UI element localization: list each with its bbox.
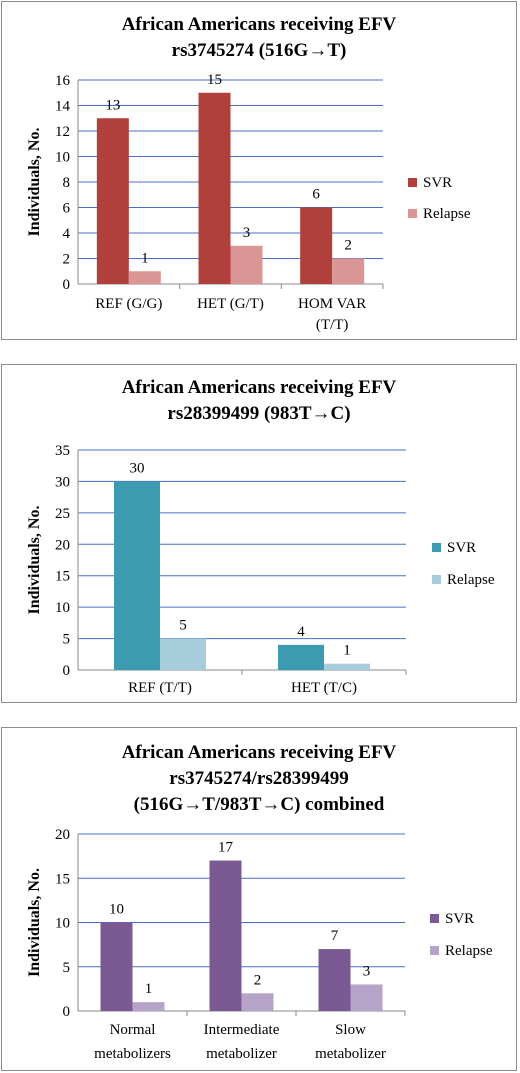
- chart-title-line: rs28399499 (983T→C): [167, 403, 350, 424]
- y-tick-label: 10: [55, 600, 70, 616]
- legend-label-svr: SVR: [445, 911, 474, 927]
- y-axis-label: Individuals, No.: [26, 128, 43, 237]
- bar-svr-normal-metabolizers: [100, 922, 133, 1011]
- x-category-label-ref-tt: REF (T/T): [128, 680, 192, 696]
- y-tick-label: 10: [55, 916, 70, 932]
- x-category-label-hom-var-tt: (T/T): [316, 317, 348, 333]
- data-label-svr-ref-gg: 13: [105, 97, 120, 113]
- x-category-label-het-tc: HET (T/C): [291, 680, 357, 696]
- x-category-label-normal-metabolizers: Normal: [110, 1022, 156, 1038]
- data-label-relapse-het-gt: 3: [243, 225, 251, 241]
- y-axis-label: Individuals, No.: [26, 506, 43, 615]
- data-label-svr-intermediate-metabolizer: 17: [218, 840, 234, 856]
- legend-swatch-relapse: [432, 575, 441, 584]
- legend-swatch-relapse: [408, 209, 417, 218]
- bar-svr-hom-var-tt: [300, 207, 333, 284]
- bar-svr-het-tc: [278, 644, 324, 670]
- y-tick-label: 15: [55, 871, 70, 887]
- data-label-svr-het-gt: 15: [207, 72, 222, 88]
- bar-relapse-intermediate-metabolizer: [241, 993, 274, 1011]
- legend-swatch-svr: [408, 178, 417, 187]
- bar-svr-het-gt: [198, 92, 231, 284]
- data-label-relapse-ref-tt: 5: [179, 618, 187, 634]
- y-tick-label: 6: [63, 201, 71, 217]
- data-label-relapse-ref-gg: 1: [141, 250, 149, 266]
- y-tick-label: 12: [55, 124, 70, 140]
- y-tick-label: 0: [63, 1004, 71, 1020]
- y-tick-label: 16: [55, 73, 71, 89]
- x-category-label-hom-var-tt: HOM VAR: [298, 296, 366, 312]
- chart-panel-rs28399499: African Americans receiving EFV rs2839949…: [1, 364, 517, 703]
- legend-label-relapse: Relapse: [447, 572, 495, 588]
- x-category-label-normal-metabolizers: metabolizers: [94, 1046, 171, 1062]
- bar-relapse-ref-gg: [128, 271, 161, 284]
- bar-svr-slow-metabolizer: [318, 949, 351, 1011]
- chart-title-line: rs3745274 (516G→T): [172, 40, 347, 61]
- bar-svr-ref-gg: [96, 118, 129, 284]
- x-category-label-het-gt: HET (G/T): [197, 296, 264, 312]
- y-tick-label: 5: [63, 960, 71, 976]
- x-category-label-slow-metabolizer: Slow: [335, 1022, 366, 1038]
- y-tick-label: 0: [63, 277, 71, 293]
- data-label-relapse-het-tc: 1: [343, 643, 351, 659]
- chart-title-line: African Americans receiving EFV: [122, 14, 397, 35]
- y-tick-label: 10: [55, 150, 70, 166]
- chart-title-line: rs3745274/rs28399499: [169, 768, 348, 789]
- legend-swatch-svr: [432, 543, 441, 552]
- chart-title-line: African Americans receiving EFV: [122, 742, 397, 763]
- y-tick-label: 20: [55, 827, 70, 843]
- bar-chart-rs28399499: African Americans receiving EFV rs2839949…: [26, 377, 495, 696]
- y-tick-label: 2: [63, 252, 71, 268]
- y-tick-label: 8: [63, 175, 71, 191]
- bar-relapse-slow-metabolizer: [350, 984, 383, 1011]
- bar-relapse-het-gt: [230, 245, 263, 284]
- x-category-label-ref-gg: REF (G/G): [95, 296, 162, 312]
- bar-relapse-ref-tt: [160, 638, 206, 670]
- chart-panel-rs3745274: African Americans receiving EFV rs3745274…: [1, 1, 517, 340]
- y-tick-label: 30: [55, 474, 70, 490]
- y-tick-label: 15: [55, 569, 70, 585]
- chart-title-line: (516G→T/983T→C) combined: [134, 794, 385, 815]
- bar-svr-ref-tt: [114, 481, 160, 670]
- data-label-relapse-hom-var-tt: 2: [344, 238, 352, 254]
- bar-chart-combined: African Americans receiving EFV rs3745274…: [26, 742, 493, 1062]
- bar-chart-rs3745274: African Americans receiving EFV rs3745274…: [26, 14, 471, 333]
- data-label-relapse-slow-metabolizer: 3: [363, 963, 371, 979]
- bar-relapse-hom-var-tt: [332, 258, 365, 284]
- x-category-label-intermediate-metabolizer: Intermediate: [204, 1022, 280, 1038]
- y-tick-label: 5: [63, 632, 71, 648]
- y-tick-label: 20: [55, 537, 70, 553]
- bar-svr-intermediate-metabolizer: [209, 860, 242, 1011]
- data-label-relapse-intermediate-metabolizer: 2: [254, 972, 262, 988]
- chart-panel-combined: African Americans receiving EFV rs3745274…: [1, 727, 517, 1071]
- x-category-label-intermediate-metabolizer: metabolizer: [206, 1046, 277, 1062]
- y-tick-label: 0: [63, 663, 71, 679]
- bar-relapse-normal-metabolizers: [132, 1002, 165, 1011]
- legend-label-relapse: Relapse: [445, 943, 493, 959]
- data-label-relapse-normal-metabolizers: 1: [145, 981, 153, 997]
- legend-label-svr: SVR: [447, 540, 476, 556]
- y-tick-label: 35: [55, 443, 70, 459]
- y-tick-label: 14: [55, 99, 71, 115]
- bar-relapse-het-tc: [324, 663, 370, 670]
- legend-label-svr: SVR: [423, 175, 452, 191]
- y-axis-label: Individuals, No.: [26, 868, 43, 977]
- x-category-label-slow-metabolizer: metabolizer: [315, 1046, 386, 1062]
- chart-title-line: African Americans receiving EFV: [122, 377, 397, 398]
- y-tick-label: 25: [55, 506, 70, 522]
- legend-label-relapse: Relapse: [423, 206, 471, 222]
- data-label-svr-normal-metabolizers: 10: [109, 902, 124, 918]
- data-label-svr-ref-tt: 30: [130, 460, 145, 476]
- y-tick-label: 4: [63, 226, 71, 242]
- data-label-svr-hom-var-tt: 6: [312, 187, 320, 203]
- data-label-svr-het-tc: 4: [297, 624, 305, 640]
- legend-swatch-svr: [430, 914, 439, 923]
- data-label-svr-slow-metabolizer: 7: [331, 928, 339, 944]
- legend-swatch-relapse: [430, 946, 439, 955]
